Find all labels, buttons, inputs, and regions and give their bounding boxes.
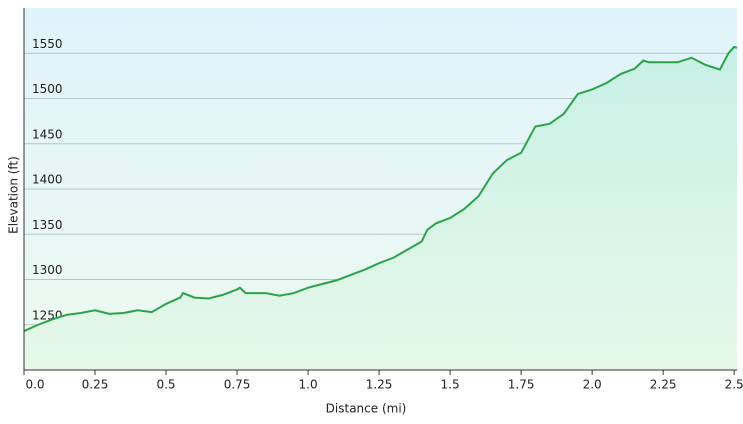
- y-tick-label: 1550: [32, 37, 63, 51]
- x-tick-label: 2.0: [583, 378, 602, 392]
- y-tick-label: 1400: [32, 173, 63, 187]
- x-tick-label: 2.25: [650, 378, 677, 392]
- x-tick-label: 0.5: [156, 378, 175, 392]
- y-tick-label: 1350: [32, 218, 63, 232]
- y-tick-label: 1500: [32, 82, 63, 96]
- elevation-line: [23, 45, 738, 332]
- x-tick-label: 1.25: [366, 378, 393, 392]
- x-axis-label: Distance (mi): [326, 402, 407, 416]
- x-tick-label: 0.0: [25, 378, 44, 392]
- elevation-area: [24, 46, 737, 370]
- x-tick-label: 1.5: [441, 378, 460, 392]
- x-tick-label: 0.25: [82, 378, 109, 392]
- y-axis-label: Elevation (ft): [7, 156, 21, 234]
- y-tick-label: 1300: [32, 263, 63, 277]
- x-tick-label: 2.5: [725, 378, 743, 392]
- x-tick-label: 1.0: [299, 378, 318, 392]
- y-tick-label: 1450: [32, 127, 63, 141]
- x-tick-label: 1.75: [508, 378, 535, 392]
- x-tick-label: 0.75: [224, 378, 251, 392]
